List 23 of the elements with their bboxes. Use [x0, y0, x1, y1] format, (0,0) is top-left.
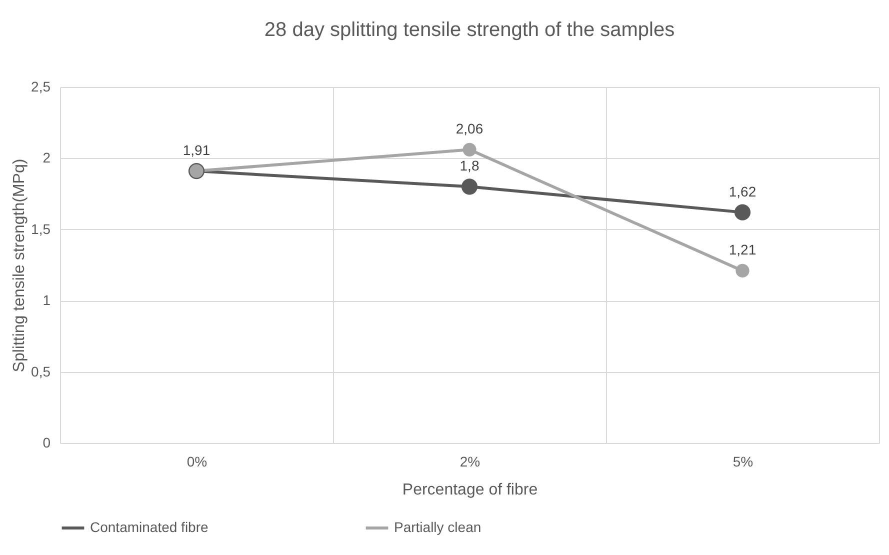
legend-label: Partially clean	[394, 519, 482, 535]
x-tick-label: 0%	[186, 454, 208, 470]
data-label: 2,06	[456, 120, 484, 137]
data-label: 1,8	[460, 158, 480, 174]
x-axis-title: Percentage of fibre	[402, 482, 538, 498]
data-label: 1,62	[728, 183, 756, 200]
y-axis-title: Splitting tensile strength(MPq)	[11, 158, 28, 372]
point	[736, 264, 750, 278]
y-tick-label: 0,5	[31, 363, 51, 380]
legend-label: Contaminated fibre	[90, 519, 209, 535]
y-tick-label: 2	[42, 150, 51, 166]
x-tick-label: 2%	[460, 454, 480, 470]
chart-title: 28 day splitting tensile strength of the samples	[264, 19, 675, 41]
point	[734, 204, 751, 220]
y-tick-label: 0	[42, 434, 51, 450]
data-label: 1,91	[182, 142, 210, 158]
y-tick-label: 1,5	[31, 220, 51, 237]
x-tick-label: 5%	[732, 454, 754, 470]
y-tick-label: 2,5	[31, 78, 51, 94]
y-tick-label: 1	[42, 292, 51, 308]
data-label: 1,21	[728, 242, 756, 258]
point	[461, 178, 478, 195]
point	[462, 142, 476, 156]
